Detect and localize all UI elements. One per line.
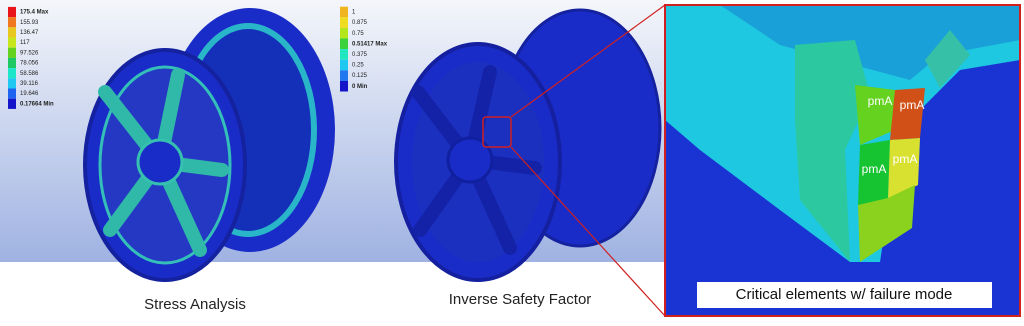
legend-label: 136.47 <box>20 30 39 36</box>
legend-swatch <box>8 88 16 99</box>
legend-label: 0 Min <box>352 84 368 90</box>
legend-label: 0.17664 Min <box>20 101 54 107</box>
caption: Stress Analysis <box>144 296 246 313</box>
zoom-panel <box>664 4 1021 317</box>
legend-label: 155.93 <box>20 20 39 26</box>
legend-swatch <box>8 37 16 48</box>
legend-label: 58.586 <box>20 71 39 77</box>
legend-label: 0.25 <box>352 63 364 69</box>
legend-swatch <box>340 6 348 18</box>
legend-swatch <box>8 27 16 38</box>
legend-swatch <box>8 17 16 28</box>
legend-swatch <box>8 78 16 89</box>
legend-label: 78.056 <box>20 61 39 67</box>
element-label: pmA <box>893 152 918 166</box>
legend-label: 0.51417 Max <box>352 41 388 47</box>
safety-legend: 1 0.875 0.75 0.51417 Max 0.375 0.25 0.125 0 Min <box>340 6 388 92</box>
stress-legend: 175.4 Max 155.93 136.47 117 97.526 78.056 58.5… <box>8 6 54 109</box>
legend-swatch <box>340 27 348 39</box>
legend-swatch <box>340 17 348 28</box>
legend-label: 19.646 <box>20 91 39 97</box>
legend-label: 0.125 <box>352 73 368 79</box>
caption: Inverse Safety Factor <box>449 291 592 308</box>
legend-label: 0.875 <box>352 20 368 26</box>
legend-swatch <box>8 68 16 79</box>
legend-swatch <box>340 80 348 92</box>
legend-label: 39.116 <box>20 81 39 87</box>
legend-swatch <box>8 57 16 69</box>
caption: Critical elements w/ failure mode <box>736 286 953 303</box>
legend-label: 117 <box>20 40 30 46</box>
legend-swatch <box>340 59 348 71</box>
element-label: pmA <box>868 94 893 108</box>
safety-wheel <box>394 4 666 317</box>
legend-label: 1 <box>352 10 356 16</box>
legend-swatch <box>340 70 348 81</box>
element-label: pmA <box>900 98 925 112</box>
legend-label: 0.375 <box>352 52 368 58</box>
legend-swatch <box>8 98 16 109</box>
legend-label: 97.526 <box>20 50 39 56</box>
legend-swatch <box>8 6 16 18</box>
element-label: pmA <box>862 162 887 176</box>
stress-wheel <box>83 8 335 282</box>
legend-swatch <box>8 47 16 58</box>
legend-swatch <box>340 38 348 50</box>
legend-swatch <box>340 49 348 60</box>
legend-label: 175.4 Max <box>20 10 49 16</box>
legend-label: 0.75 <box>352 31 364 37</box>
